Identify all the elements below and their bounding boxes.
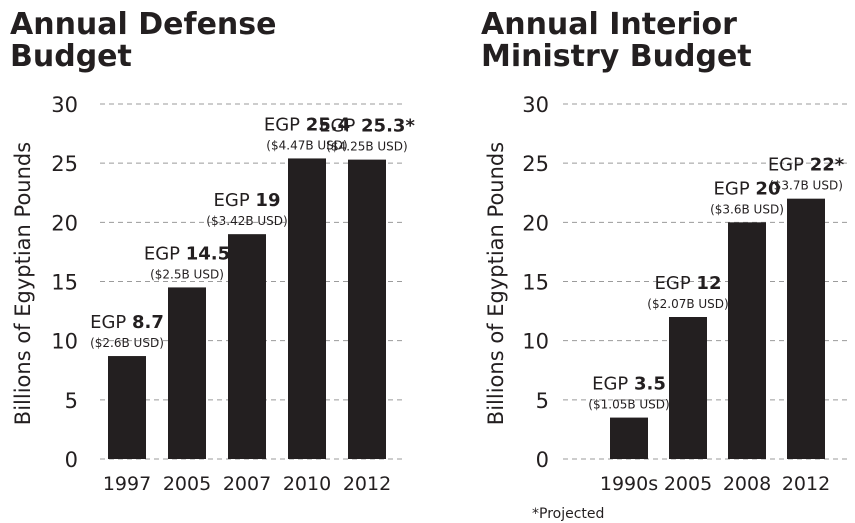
- footnote: *Projected: [532, 506, 604, 522]
- bar: [728, 222, 766, 459]
- data-label-value: 20: [755, 178, 780, 199]
- y-tick-label: 30: [51, 93, 78, 117]
- data-label-usd: ($4.25B USD): [326, 140, 407, 154]
- bar: [228, 234, 266, 459]
- y-tick-label: 25: [522, 152, 549, 176]
- y-tick-label: 10: [522, 330, 549, 354]
- x-tick-label: 2005: [163, 473, 211, 495]
- chart-title-line: Annual Interior: [481, 7, 737, 42]
- chart-title-line: Annual Defense: [10, 7, 276, 42]
- bar: [348, 159, 386, 459]
- data-label: EGP 19: [214, 190, 281, 211]
- data-label-value: 8.7: [132, 312, 164, 333]
- chart-title: Annual Interior Ministry Budget: [481, 7, 752, 74]
- data-label-prefix: EGP: [264, 114, 306, 135]
- data-label-prefix: EGP: [214, 190, 256, 211]
- y-axis-label: Billions of Egyptian Pounds: [11, 142, 35, 425]
- data-label-usd: ($4.47B USD): [266, 138, 347, 152]
- y-axis-label: Billions of Egyptian Pounds: [484, 142, 508, 425]
- data-label: EGP 20: [714, 178, 781, 199]
- data-label-value: 12: [696, 273, 721, 294]
- x-tick-label: 1997: [103, 473, 151, 495]
- data-label-value: 14.5: [186, 243, 230, 264]
- y-tick-label: 15: [51, 271, 78, 295]
- bar: [610, 417, 648, 459]
- y-tick-label: 0: [536, 448, 549, 472]
- x-tick-label: 2012: [782, 473, 830, 495]
- data-label-prefix: EGP: [90, 312, 132, 333]
- x-tick-label: 2005: [664, 473, 712, 495]
- data-label-usd: ($2.07B USD): [647, 297, 728, 311]
- data-label-value: 3.5: [634, 374, 666, 395]
- y-tick-label: 25: [51, 152, 78, 176]
- data-label-value: 22*: [810, 155, 845, 176]
- y-tick-label: 5: [536, 389, 549, 413]
- chart-title-line: Ministry Budget: [481, 39, 752, 74]
- data-label-value: 25.3*: [361, 116, 415, 137]
- data-label-usd: ($2.6B USD): [90, 336, 164, 350]
- y-tick-label: 20: [51, 211, 78, 235]
- y-tick-label: 20: [522, 211, 549, 235]
- data-label-prefix: EGP: [144, 243, 186, 264]
- data-label: EGP 22*: [768, 155, 845, 176]
- data-label-prefix: EGP: [655, 273, 697, 294]
- x-tick-label: 2012: [343, 473, 391, 495]
- data-label: EGP 25.4: [264, 114, 350, 135]
- y-tick-label: 30: [522, 93, 549, 117]
- data-label: EGP 12: [655, 273, 722, 294]
- data-label-usd: ($3.42B USD): [206, 214, 287, 228]
- x-tick-label: 2010: [283, 473, 331, 495]
- x-tick-label: 2007: [223, 473, 271, 495]
- data-label-usd: ($2.5B USD): [150, 267, 224, 281]
- data-label: EGP 3.5: [592, 374, 666, 395]
- data-label-prefix: EGP: [714, 178, 756, 199]
- data-label-value: 25.4: [306, 114, 350, 135]
- chart-title: Annual Defense Budget: [10, 7, 276, 74]
- y-tick-label: 0: [65, 448, 78, 472]
- data-label-prefix: EGP: [319, 116, 361, 137]
- data-label: EGP 25.3*: [319, 116, 415, 137]
- y-tick-label: 10: [51, 330, 78, 354]
- chart-1: Annual Defense Budget 0 5 10 15 20 25 30 Billions…: [10, 7, 415, 495]
- data-label: EGP 8.7: [90, 312, 164, 333]
- data-label-usd: ($1.05B USD): [588, 398, 669, 412]
- chart-2: Annual Interior Ministry Budget 0 5 10 15 20 25…: [481, 7, 848, 495]
- x-tick-label: 1990s: [600, 473, 658, 495]
- data-label: EGP 14.5: [144, 243, 230, 264]
- x-tick-label: 2008: [723, 473, 771, 495]
- y-tick-label: 15: [522, 271, 549, 295]
- data-label-prefix: EGP: [592, 374, 634, 395]
- data-label-usd: ($3.6B USD): [710, 202, 784, 216]
- bar: [168, 287, 206, 459]
- y-tick-label: 5: [65, 389, 78, 413]
- bar: [288, 158, 326, 459]
- data-label-value: 19: [255, 190, 280, 211]
- chart-title-line: Budget: [10, 39, 132, 74]
- bar: [108, 356, 146, 459]
- data-label-usd: ($3.7B USD): [769, 179, 843, 193]
- bar: [669, 317, 707, 459]
- data-label-prefix: EGP: [768, 155, 810, 176]
- bar: [787, 198, 825, 459]
